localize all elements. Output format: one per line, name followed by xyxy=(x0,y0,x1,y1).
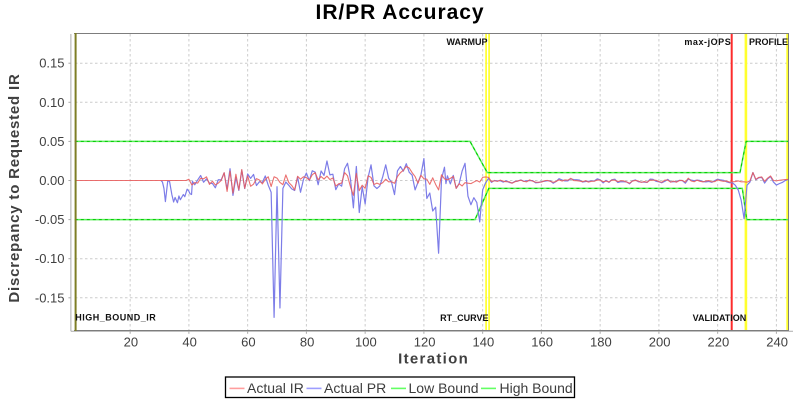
svg-text:0.10: 0.10 xyxy=(39,95,64,110)
svg-text:Iteration: Iteration xyxy=(398,351,469,368)
svg-text:-0.05: -0.05 xyxy=(35,212,65,227)
svg-text:0.15: 0.15 xyxy=(39,56,64,71)
svg-text:20: 20 xyxy=(124,335,138,350)
svg-text:200: 200 xyxy=(649,335,671,350)
svg-text:-0.15: -0.15 xyxy=(35,290,65,305)
svg-text:IR/PR Accuracy: IR/PR Accuracy xyxy=(316,1,485,24)
svg-text:120: 120 xyxy=(414,335,436,350)
svg-text:PROFILE: PROFILE xyxy=(749,37,788,47)
svg-text:140: 140 xyxy=(472,335,494,350)
svg-text:HIGH_BOUND_IR: HIGH_BOUND_IR xyxy=(75,313,156,323)
svg-text:RT_CURVE: RT_CURVE xyxy=(440,313,488,323)
svg-text:40: 40 xyxy=(182,335,196,350)
svg-text:100: 100 xyxy=(355,335,377,350)
svg-text:VALIDATION: VALIDATION xyxy=(693,313,747,323)
svg-text:Actual PR: Actual PR xyxy=(324,380,386,396)
svg-text:-0.10: -0.10 xyxy=(35,251,65,266)
svg-text:WARMUP: WARMUP xyxy=(447,37,488,47)
svg-text:80: 80 xyxy=(300,335,314,350)
svg-text:240: 240 xyxy=(766,335,788,350)
svg-text:High Bound: High Bound xyxy=(500,380,573,396)
svg-text:max-jOPS: max-jOPS xyxy=(684,37,731,47)
svg-text:Low Bound: Low Bound xyxy=(409,380,479,396)
svg-text:160: 160 xyxy=(531,335,553,350)
svg-text:0.05: 0.05 xyxy=(39,134,64,149)
svg-text:220: 220 xyxy=(707,335,729,350)
svg-text:0.00: 0.00 xyxy=(39,173,64,188)
svg-text:Discrepancy to Requested IR: Discrepancy to Requested IR xyxy=(6,73,23,302)
svg-text:180: 180 xyxy=(590,335,612,350)
svg-text:60: 60 xyxy=(241,335,255,350)
svg-text:Actual IR: Actual IR xyxy=(247,380,304,396)
